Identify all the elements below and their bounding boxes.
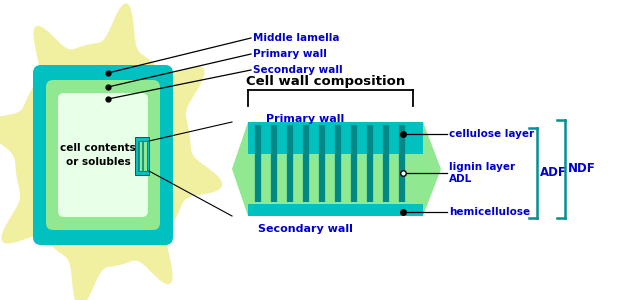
Text: Secondary wall: Secondary wall — [253, 65, 343, 75]
Text: hemicellulose: hemicellulose — [449, 207, 530, 217]
Text: cell contents
or solubles: cell contents or solubles — [60, 143, 136, 167]
Text: Cell wall composition: Cell wall composition — [246, 75, 405, 88]
FancyBboxPatch shape — [33, 65, 173, 245]
Bar — [248, 122, 423, 154]
Text: Primary wall: Primary wall — [266, 114, 345, 124]
Text: NDF: NDF — [568, 163, 596, 176]
Bar — [135, 137, 149, 175]
Bar — [248, 154, 423, 204]
FancyBboxPatch shape — [58, 93, 148, 217]
Text: Primary wall: Primary wall — [253, 49, 327, 59]
Polygon shape — [0, 3, 222, 300]
Text: lignin layer
ADL: lignin layer ADL — [449, 162, 515, 184]
Text: Secondary wall: Secondary wall — [258, 224, 353, 234]
Bar — [137, 141, 147, 171]
Text: ADF: ADF — [540, 167, 567, 179]
Text: Middle lamella: Middle lamella — [253, 33, 340, 43]
Polygon shape — [423, 122, 441, 216]
Text: cellulose layer: cellulose layer — [449, 129, 534, 139]
FancyBboxPatch shape — [46, 80, 160, 230]
Bar — [248, 204, 423, 216]
Polygon shape — [232, 122, 248, 216]
